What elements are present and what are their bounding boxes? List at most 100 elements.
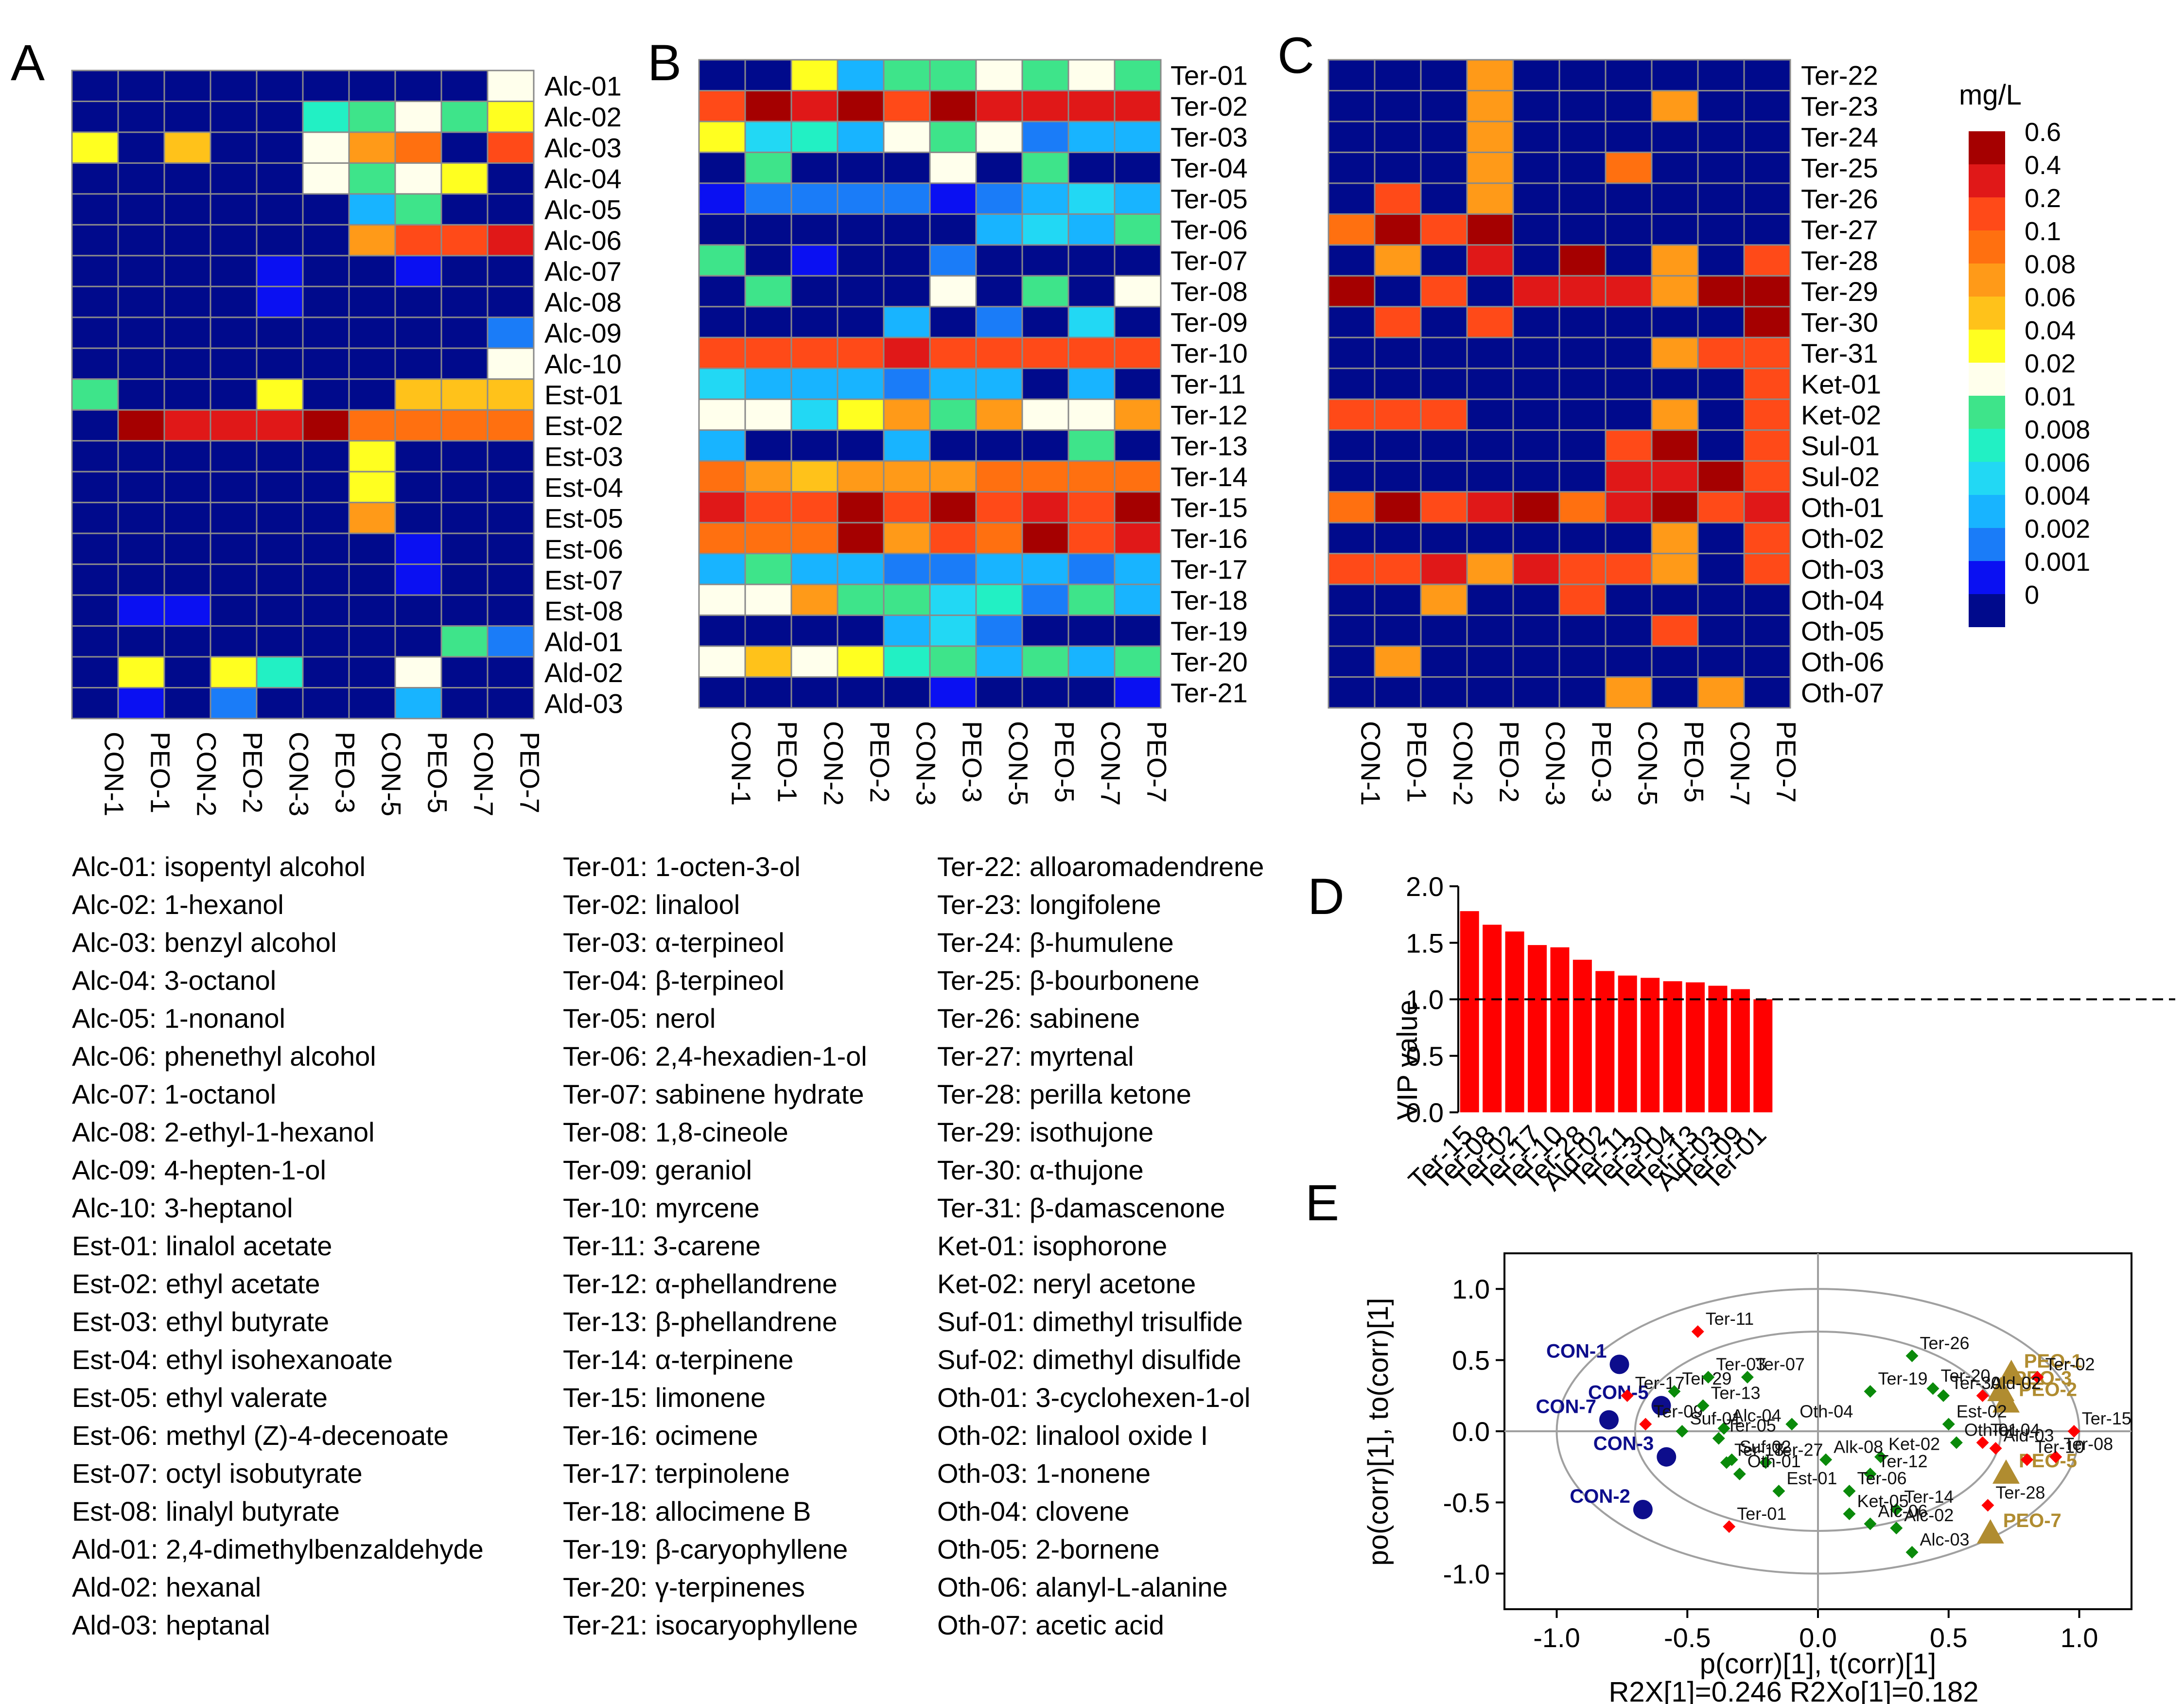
heatmap-b-cell: [1021, 59, 1069, 91]
heatmap-c-cell: [1466, 583, 1514, 616]
heatmap-a-cell: [71, 70, 119, 102]
heatmap-b-cell: [883, 336, 931, 369]
vip-bar: [1753, 999, 1773, 1112]
heatmap-c-cell: [1374, 553, 1422, 585]
heatmap-c-cell: [1512, 491, 1560, 524]
heatmap-a-cell: [302, 471, 350, 504]
scatter-point-label: Ter-02: [2045, 1354, 2095, 1374]
heatmap-b-cell: [698, 213, 746, 246]
scatter-x-tick-label: 0.5: [1930, 1622, 1968, 1653]
heatmap-a-cell: [487, 409, 535, 442]
heatmap-c-cell: [1374, 615, 1422, 647]
heatmap-b-cell: [837, 182, 885, 215]
heatmap-b-cell: [1067, 151, 1116, 184]
heatmap-c-row-label: Ter-29: [1801, 276, 1878, 307]
heatmap-a-cell: [117, 378, 165, 411]
legend-entry: Est-05: ethyl valerate: [72, 1382, 328, 1413]
legend-entry: Ter-20: γ-terpinenes: [563, 1572, 805, 1602]
heatmap-a-cell: [71, 687, 119, 720]
legend-entry: Ter-06: 2,4-hexadien-1-ol: [563, 1041, 867, 1072]
heatmap-b-cell: [837, 615, 885, 647]
heatmap-a-cell: [487, 440, 535, 473]
heatmap-c-cell: [1697, 615, 1745, 647]
heatmap-a-row-label: Est-05: [544, 503, 623, 533]
heatmap-c-cell: [1743, 522, 1791, 555]
heatmap-b-row-label: Ter-04: [1171, 153, 1248, 183]
heatmap-c-row-label: Ter-22: [1801, 60, 1878, 91]
heatmap-a-cell: [210, 131, 258, 164]
scatter-point-variable: [1772, 1484, 1785, 1497]
heatmap-a-cell: [71, 131, 119, 164]
heatmap-c-cell: [1651, 429, 1699, 462]
heatmap-c-cell: [1420, 244, 1468, 277]
heatmap-b-row-label: Ter-17: [1171, 554, 1248, 584]
heatmap-c-cell: [1651, 615, 1699, 647]
vip-bar: [1595, 971, 1615, 1113]
heatmap-b-cell: [790, 645, 839, 678]
heatmap-c-cell: [1743, 645, 1791, 678]
heatmap-a-cell: [394, 656, 442, 689]
heatmap-a-cell: [210, 625, 258, 658]
scatter-point-label: Ter-09: [1653, 1401, 1703, 1421]
heatmap-c-cell: [1466, 213, 1514, 246]
heatmap-a-cell: [440, 625, 489, 658]
scatter-point-label: Ter-08: [2063, 1434, 2113, 1454]
heatmap-a-cell: [210, 378, 258, 411]
heatmap-b-row-label: Ter-16: [1171, 523, 1248, 554]
heatmap-c-cell: [1743, 583, 1791, 616]
heatmap-c-cell: [1374, 676, 1422, 709]
heatmap-b-cell: [1021, 368, 1069, 400]
heatmap-b-cell: [744, 306, 792, 338]
colorbar-tick-label: 0.02: [2025, 349, 2076, 378]
legend-entry: Est-02: ethyl acetate: [72, 1268, 320, 1299]
heatmap-a-cell: [210, 656, 258, 689]
scatter-y-axis-label: po(corr)[1], to(corr)[1]: [1363, 1298, 1394, 1565]
heatmap-c-row-label: Oth-07: [1801, 677, 1884, 708]
heatmap-a: Alc-01Alc-02Alc-03Alc-04Alc-05Alc-06Alc-…: [71, 70, 623, 816]
heatmap-a-cell: [440, 70, 489, 102]
heatmap-a-row-label: Est-01: [544, 380, 623, 410]
heatmap-c-cell: [1374, 583, 1422, 616]
heatmap-a-cell: [348, 563, 396, 596]
heatmap-a-cell: [348, 255, 396, 287]
heatmap-a-row-label: Est-06: [544, 534, 623, 564]
heatmap-b-cell: [790, 275, 839, 308]
heatmap-a-col-label: CON-1: [99, 732, 130, 816]
heatmap-b-cell: [929, 121, 977, 153]
heatmap-c-cell: [1420, 59, 1468, 91]
colorbar-tick-label: 0.008: [2025, 415, 2090, 444]
heatmap-a-row-label: Alc-03: [544, 133, 622, 163]
heatmap-b-cell: [837, 244, 885, 277]
legend-entry: Ter-09: geraniol: [563, 1155, 752, 1185]
heatmap-c-cell: [1420, 398, 1468, 431]
legend-entry: Suf-02: dimethyl disulfide: [937, 1344, 1241, 1375]
heatmap-c-cell: [1605, 89, 1653, 123]
colorbar-swatch: [1969, 330, 2005, 363]
heatmap-c-col-label: CON-3: [1540, 721, 1571, 806]
heatmap-c-cell: [1420, 615, 1468, 647]
heatmap-a-cell: [302, 255, 350, 287]
heatmap-c-cell: [1651, 244, 1699, 277]
heatmap-c-cell: [1605, 336, 1653, 369]
heatmap-c-cell: [1651, 336, 1699, 369]
colorbar-swatch: [1969, 230, 2005, 264]
scatter-point-variable: [1723, 1520, 1736, 1533]
heatmap-c-cell: [1512, 429, 1560, 462]
heatmap-c-cell: [1374, 368, 1422, 400]
heatmap-a-cell: [440, 532, 489, 565]
heatmap-b-cell: [883, 306, 931, 338]
heatmap-a-cell: [302, 532, 350, 565]
colorbar-tick-label: 0.001: [2025, 547, 2090, 577]
heatmap-b-cell: [883, 645, 931, 678]
heatmap-c-cell: [1466, 491, 1514, 524]
heatmap-a-cell: [210, 594, 258, 627]
heatmap-c-cell: [1374, 275, 1422, 308]
heatmap-b-cell: [790, 553, 839, 585]
heatmap-a-col-label: PEO-7: [515, 732, 545, 813]
scatter-point-variable: [1712, 1432, 1725, 1445]
heatmap-a-cell: [117, 625, 165, 658]
vip-bar: [1483, 925, 1502, 1112]
heatmap-a-cell: [163, 285, 211, 318]
heatmap-b-cell: [883, 615, 931, 647]
colorbar-swatch: [1969, 561, 2005, 594]
